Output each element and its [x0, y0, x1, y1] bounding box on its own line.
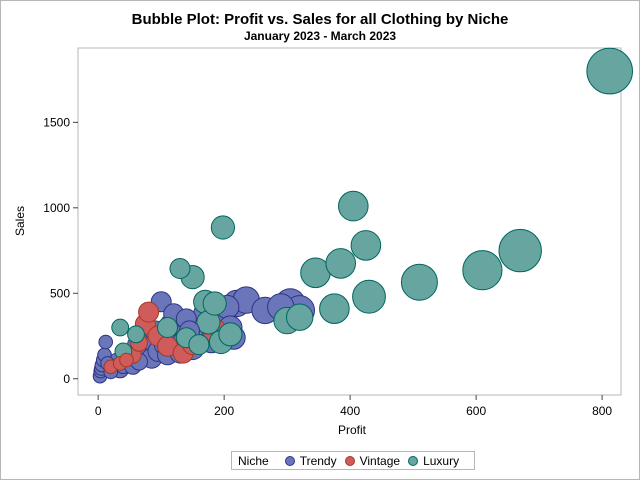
x-axis: 0 200 400 600 800: [95, 395, 612, 418]
legend-label-vintage: Vintage: [359, 453, 401, 468]
bubble-luxury: [498, 228, 542, 273]
legend-label-luxury: Luxury: [423, 453, 460, 468]
legend-title: Niche: [238, 453, 269, 468]
legend-swatch-luxury: [408, 455, 419, 466]
bubble-layer: [92, 47, 634, 384]
y-axis-label: Sales: [13, 206, 27, 236]
legend: Niche Trendy Vintage Luxury: [231, 451, 475, 470]
x-tick-label: 400: [340, 404, 360, 418]
legend-swatch-trendy: [284, 455, 295, 466]
x-tick-label: 0: [95, 404, 102, 418]
y-tick-label: 1000: [43, 201, 70, 215]
y-tick-label: 500: [50, 286, 70, 300]
chart-subtitle: January 2023 - March 2023: [243, 29, 397, 43]
legend-label-trendy: Trendy: [299, 453, 337, 468]
bubble-vintage: [119, 352, 134, 368]
legend-item-luxury: Luxury: [408, 454, 459, 468]
bubble-luxury: [111, 318, 130, 337]
bubble-luxury: [350, 230, 382, 261]
bubble-luxury: [218, 322, 243, 347]
bubble-luxury: [286, 303, 314, 331]
bubble-luxury: [462, 250, 503, 291]
bubble-luxury: [352, 279, 386, 314]
bubble-luxury: [400, 263, 438, 301]
x-tick-label: 800: [592, 404, 612, 418]
plot-area: [77, 47, 622, 396]
legend-swatch-vintage: [344, 455, 355, 466]
bubble-luxury: [169, 258, 191, 279]
bubble-luxury: [210, 215, 235, 240]
bubble-trendy: [98, 334, 113, 350]
y-tick-label: 0: [63, 372, 70, 386]
x-tick-label: 600: [466, 404, 486, 418]
y-tick-label: 1500: [43, 115, 70, 129]
legend-item-trendy: Trendy: [284, 453, 337, 468]
chart-title: Bubble Plot: Profit vs. Sales for all Cl…: [131, 11, 509, 28]
bubble-luxury: [338, 190, 369, 222]
bubble-luxury: [188, 334, 210, 356]
legend-item-vintage: Vintage: [344, 453, 401, 468]
bubble-luxury: [157, 317, 178, 338]
bubble-vintage: [138, 301, 160, 323]
y-axis: 0 500 1000 1500: [43, 115, 78, 386]
bubble-luxury: [586, 47, 634, 95]
bubble-luxury: [319, 293, 350, 325]
bubble-luxury: [127, 325, 145, 344]
x-axis-label: Profit: [338, 423, 367, 437]
bubble-luxury: [202, 291, 227, 316]
bubble-luxury: [325, 248, 357, 279]
x-tick-label: 200: [214, 404, 234, 418]
